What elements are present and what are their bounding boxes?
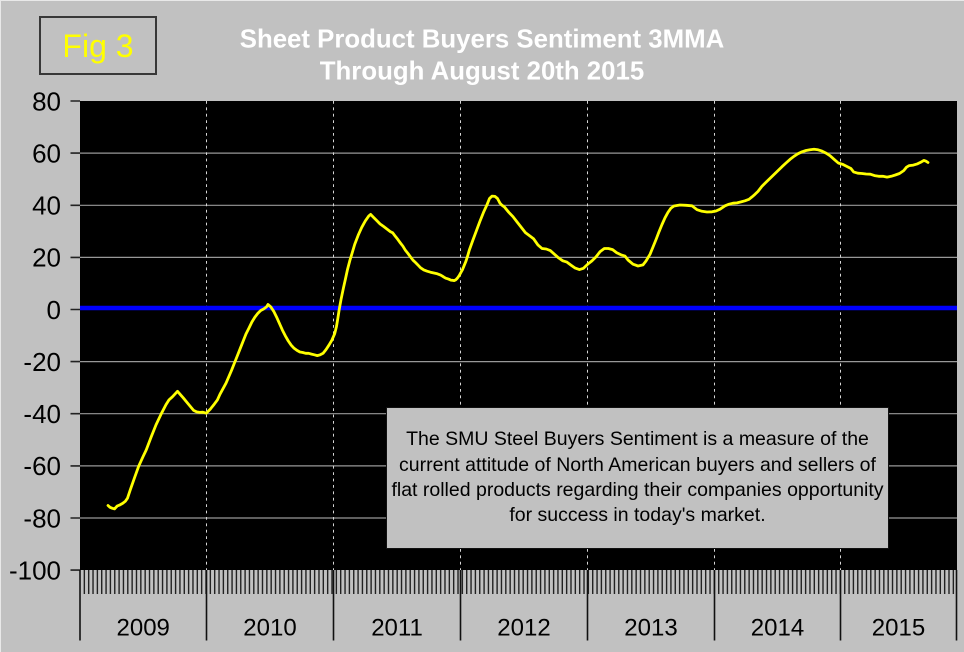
svg-text:40: 40 [32, 191, 61, 221]
svg-text:2014: 2014 [751, 615, 804, 642]
svg-text:-60: -60 [23, 451, 61, 481]
svg-text:2012: 2012 [497, 615, 550, 642]
svg-text:Fig 3: Fig 3 [62, 28, 133, 64]
svg-text:-100: -100 [9, 555, 61, 585]
svg-text:2009: 2009 [117, 615, 170, 642]
svg-text:-80: -80 [23, 503, 61, 533]
svg-text:-20: -20 [23, 347, 61, 377]
svg-text:Through August 20th 2015: Through August 20th 2015 [320, 58, 644, 86]
svg-text:2011: 2011 [371, 615, 423, 642]
svg-text:0: 0 [47, 295, 61, 325]
svg-text:2015: 2015 [872, 615, 925, 642]
svg-text:20: 20 [32, 243, 61, 273]
svg-text:Sheet Product Buyers Sentiment: Sheet Product Buyers Sentiment 3MMA [240, 26, 725, 54]
svg-text:60: 60 [32, 138, 61, 168]
svg-text:2010: 2010 [243, 615, 296, 642]
svg-text:80: 80 [32, 86, 61, 116]
svg-text:-40: -40 [23, 399, 61, 429]
svg-text:2013: 2013 [624, 615, 677, 642]
